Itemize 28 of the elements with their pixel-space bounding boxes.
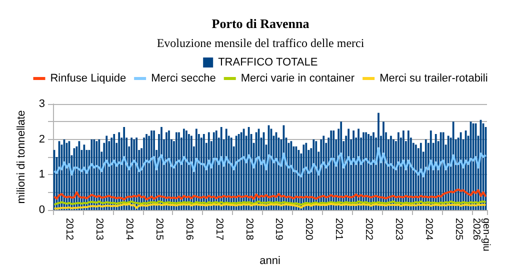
x-tick-label: 2014 xyxy=(124,218,135,241)
y-axis-title: milioni di tonnellate xyxy=(16,110,28,204)
legend-label: Merci su trailer-rotabili xyxy=(380,72,488,84)
x-tick-label: 2021 xyxy=(333,218,344,241)
x-tick-label: 2015 xyxy=(154,218,165,241)
legend-label: TRAFFICO TOTALE xyxy=(218,56,318,68)
x-axis-title: anni xyxy=(260,254,280,267)
y-tick-label: 1 xyxy=(38,168,45,181)
y-tick-label: 0 xyxy=(38,204,45,216)
legend-label: Merci secche xyxy=(151,72,216,84)
y-tick-label: 3 xyxy=(38,98,45,110)
legend-label: Merci varie in container xyxy=(240,72,355,84)
x-tick-label: 2022 xyxy=(363,218,374,241)
x-tick-label: 2012 xyxy=(64,218,75,241)
x-tick-label: 2017 xyxy=(213,218,224,241)
x-tick-label: 2023 xyxy=(392,218,404,241)
x-tick-label: 2018 xyxy=(243,218,254,241)
x-tick-label: 2024 xyxy=(422,218,434,241)
legend-label: Rinfuse Liquide xyxy=(50,72,126,84)
x-tick-label: gen-giu 2026 xyxy=(470,218,492,252)
x-tick-label: 2016 xyxy=(183,218,194,241)
chart-subtitle: Evoluzione mensile del traffico delle merci xyxy=(156,36,365,50)
chart-title: Porto di Ravenna xyxy=(212,16,310,31)
y-tick-label: 2 xyxy=(38,133,45,146)
x-tick-label: 2013 xyxy=(94,218,105,241)
x-tick-label: 2025 xyxy=(452,218,464,241)
x-tick-label: 2019 xyxy=(273,218,284,241)
x-tick-label: 2020 xyxy=(303,218,314,241)
